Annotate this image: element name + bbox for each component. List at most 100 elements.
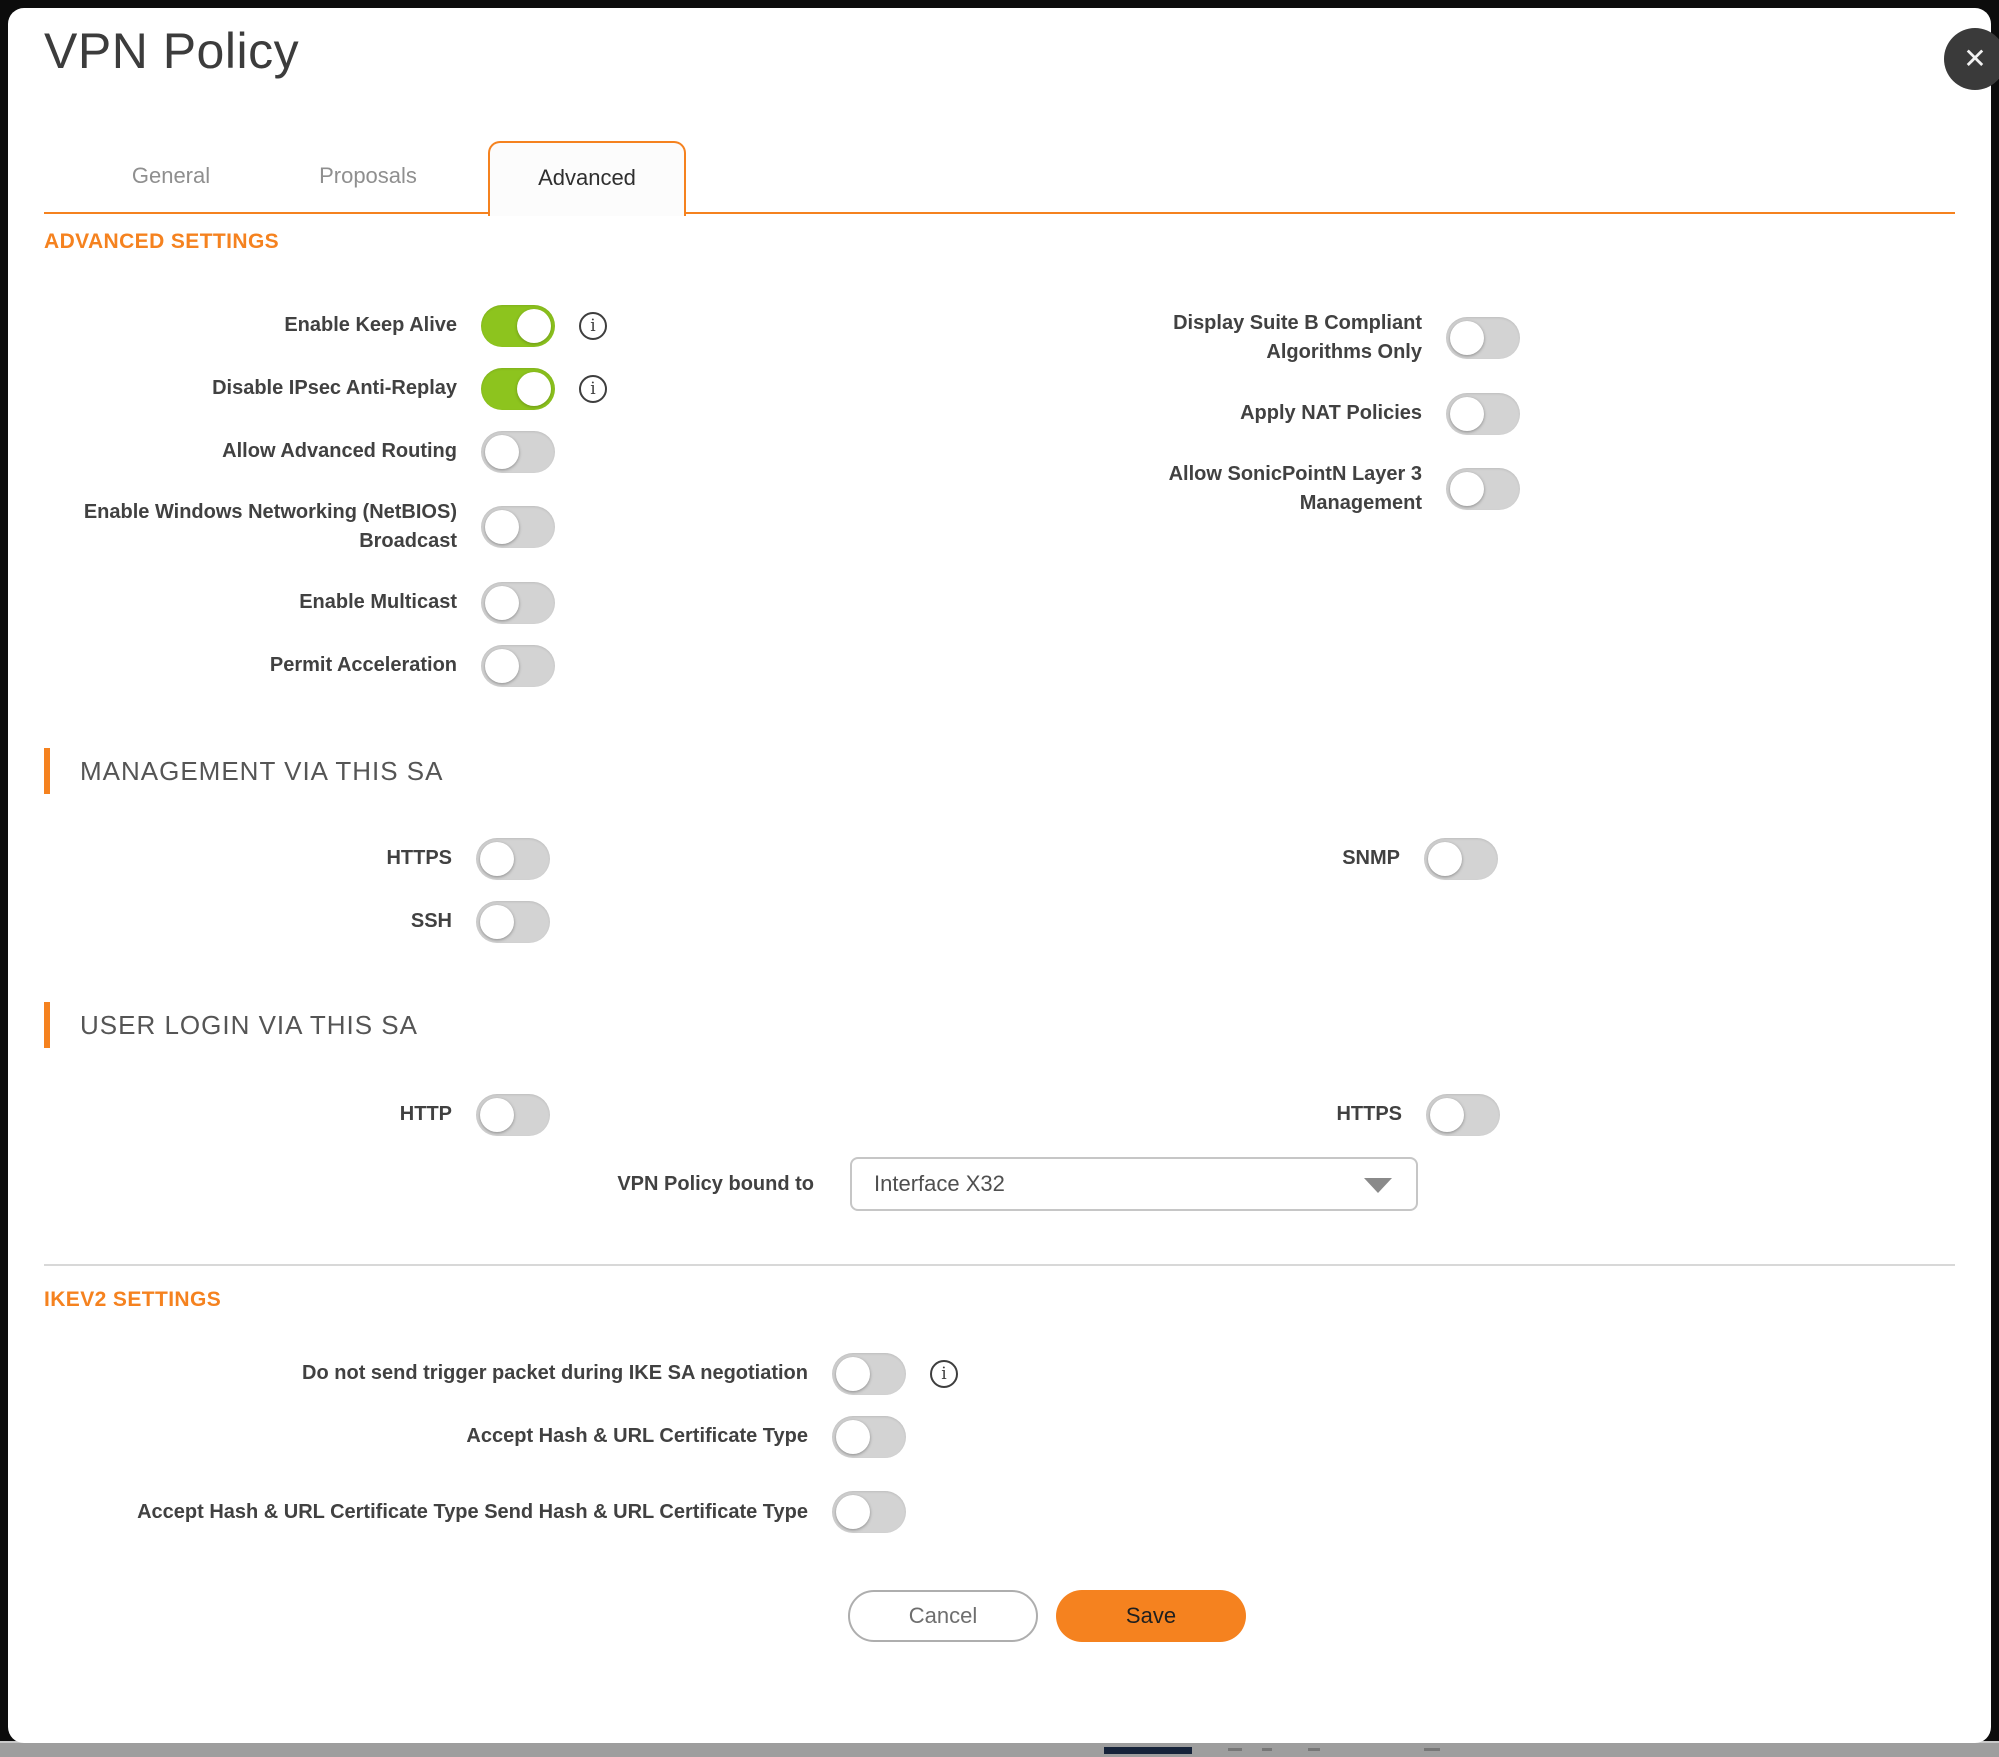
toggle-label: Disable IPsec Anti-Replay (212, 377, 457, 399)
toggle-label: Accept Hash & URL Certificate Type Send … (137, 1500, 808, 1523)
toggle-label: HTTP (399, 1103, 452, 1125)
toggle-row: Allow Advanced Routing (44, 420, 617, 483)
toggle-knob (1428, 841, 1462, 876)
section-divider (44, 1264, 1955, 1266)
toggle-knob (1450, 472, 1484, 506)
background-page-strip (0, 1741, 1999, 1757)
management-ssh-toggle[interactable] (476, 900, 550, 943)
info-icon[interactable]: i (579, 374, 607, 403)
tab-general[interactable]: General (131, 163, 211, 188)
no-trigger-packet-toggle[interactable] (832, 1352, 906, 1395)
accept-hash-url-certificate-type-toggle[interactable] (832, 1415, 906, 1458)
cancel-button[interactable]: Cancel (848, 1590, 1038, 1642)
background-page-fragment (1424, 1748, 1440, 1751)
advanced-left-column: Enable Keep Alive i Disable IPsec Anti-R… (44, 294, 617, 697)
enable-multicast-toggle[interactable] (481, 581, 555, 624)
toggle-row: HTTPS (44, 827, 550, 890)
enable-keep-alive-toggle[interactable] (481, 304, 555, 347)
save-button[interactable]: Save (1056, 1590, 1246, 1642)
toggle-label: HTTPS (386, 847, 452, 869)
management-snmp-toggle[interactable] (1424, 837, 1498, 880)
toggle-knob (1430, 1097, 1464, 1132)
management-https-toggle[interactable] (476, 837, 550, 880)
allow-advanced-routing-toggle[interactable] (481, 430, 555, 473)
apply-nat-policies-toggle[interactable] (1446, 392, 1520, 435)
toggle-row: Apply NAT Policies (1112, 382, 1520, 445)
vpn-policy-bound-select[interactable]: Interface X32 (850, 1157, 1418, 1211)
user-login-https-toggle[interactable] (1426, 1093, 1500, 1136)
advanced-settings-heading: ADVANCED SETTINGS (44, 230, 280, 253)
permit-acceleration-toggle[interactable] (481, 644, 555, 687)
user-login-right-column: HTTPS (1000, 1083, 1500, 1146)
display-suite-b-compliant-algorithms-only-toggle[interactable] (1446, 317, 1520, 359)
background-page-fragment (1104, 1747, 1192, 1754)
toggle-label: Enable Keep Alive (284, 314, 457, 336)
toggle-knob (1450, 396, 1484, 431)
background-page-fragment (1228, 1748, 1242, 1751)
vpn-policy-dialog: VPN Policy General Proposals Advanced AD… (8, 8, 1991, 1743)
toggle-label: Do not send trigger packet during IKE SA… (302, 1362, 808, 1384)
toggle-label: Display Suite B Compliant Algorithms Onl… (1173, 312, 1422, 363)
tab-proposals[interactable]: Proposals (319, 163, 417, 188)
user-login-left-column: HTTP (44, 1083, 550, 1146)
toggle-knob (517, 371, 551, 406)
ikev2-settings-heading: IKEV2 SETTINGS (44, 1288, 222, 1311)
management-via-sa-heading: MANAGEMENT VIA THIS SA (44, 748, 443, 794)
chevron-down-icon (1364, 1178, 1392, 1193)
toggle-label: Accept Hash & URL Certificate Type (466, 1425, 808, 1447)
toggle-label: Allow Advanced Routing (222, 440, 457, 462)
info-icon[interactable]: i (579, 311, 607, 340)
toggle-label: Enable Multicast (299, 591, 457, 613)
toggle-knob (485, 585, 519, 620)
toggle-row: SSH (44, 890, 550, 953)
toggle-label: SNMP (1342, 847, 1400, 869)
toggle-row: Permit Acceleration (44, 634, 617, 697)
toggle-row: Enable Multicast (44, 571, 617, 634)
toggle-knob (480, 904, 514, 939)
enable-windows-networking-netbios-broadcast-toggle[interactable] (481, 506, 555, 548)
toggle-row: Disable IPsec Anti-Replay i (44, 357, 617, 420)
toggle-row: Do not send trigger packet during IKE SA… (44, 1342, 968, 1405)
toggle-knob (836, 1495, 870, 1529)
toggle-label: SSH (410, 910, 452, 932)
background-page-fragment (1262, 1748, 1272, 1751)
vpn-policy-bound-label: VPN Policy bound to (617, 1172, 814, 1195)
close-icon[interactable]: ✕ (1944, 28, 1999, 90)
toggle-knob (480, 1097, 514, 1132)
toggle-label: Enable Windows Networking (NetBIOS) Broa… (83, 501, 457, 552)
advanced-right-column: Display Suite B Compliant Algorithms Onl… (1112, 294, 1520, 533)
toggle-knob (836, 1356, 870, 1391)
section-accent-bar (44, 748, 50, 794)
disable-ipsec-anti-replay-toggle[interactable] (481, 367, 555, 410)
tab-advanced[interactable]: Advanced (488, 141, 686, 216)
tab-bar: General Proposals Advanced (44, 140, 1955, 216)
ikev2-column: Do not send trigger packet during IKE SA… (44, 1342, 968, 1556)
toggle-knob (485, 510, 519, 544)
toggle-row: HTTP (44, 1083, 550, 1146)
toggle-label: HTTPS (1336, 1103, 1402, 1125)
info-icon[interactable]: i (930, 1359, 958, 1388)
management-right-column: SNMP (1006, 827, 1498, 890)
toggle-label: Apply NAT Policies (1240, 402, 1422, 424)
selected-interface-value: Interface X32 (874, 1171, 1005, 1196)
toggle-row: Accept Hash & URL Certificate Type Send … (44, 1468, 968, 1556)
toggle-row: Enable Keep Alive i (44, 294, 617, 357)
user-login-via-sa-heading: USER LOGIN VIA THIS SA (44, 1002, 418, 1048)
vpn-policy-bound-row: VPN Policy bound to Interface X32 (44, 1156, 1418, 1212)
allow-sonicpointn-layer3-management-toggle[interactable] (1446, 468, 1520, 510)
toggle-knob (517, 308, 551, 343)
toggle-knob (836, 1419, 870, 1454)
toggle-row: SNMP (1006, 827, 1498, 890)
toggle-row: Accept Hash & URL Certificate Type (44, 1405, 968, 1468)
user-login-http-toggle[interactable] (476, 1093, 550, 1136)
toggle-row: Display Suite B Compliant Algorithms Onl… (1112, 294, 1520, 382)
toggle-knob (485, 434, 519, 469)
toggle-label: Allow SonicPointN Layer 3 Management (1168, 463, 1422, 514)
page-title: VPN Policy (44, 23, 300, 79)
toggle-knob (485, 648, 519, 683)
toggle-row: Allow SonicPointN Layer 3 Management (1112, 445, 1520, 533)
toggle-knob (1450, 321, 1484, 355)
management-left-column: HTTPS SSH (44, 827, 550, 953)
accept-send-hash-url-certificate-type-toggle[interactable] (832, 1491, 906, 1533)
